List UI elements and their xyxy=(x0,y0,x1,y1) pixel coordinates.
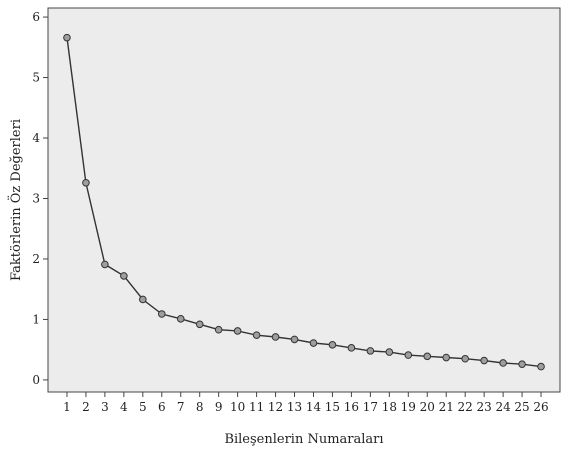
data-point xyxy=(461,354,469,363)
data-point xyxy=(252,331,261,339)
x-tick-label: 11 xyxy=(249,400,264,414)
x-tick-label: 2 xyxy=(82,400,90,414)
y-tick-label: 6 xyxy=(32,10,40,24)
data-point xyxy=(176,315,185,323)
x-tick-label: 10 xyxy=(230,400,245,414)
data-point xyxy=(309,339,318,347)
x-tick-label: 13 xyxy=(287,400,302,414)
data-point xyxy=(537,362,545,371)
data-point xyxy=(499,359,507,367)
y-tick-label: 2 xyxy=(32,252,40,266)
data-point xyxy=(271,333,280,341)
x-tick-label: 26 xyxy=(533,400,548,414)
x-tick-label: 4 xyxy=(120,400,128,414)
y-tick-label: 0 xyxy=(32,373,40,387)
x-tick-label: 7 xyxy=(177,400,185,414)
data-point xyxy=(120,272,128,280)
y-axis-title: Faktörlerin Öz Değerleri xyxy=(7,119,24,281)
data-point xyxy=(328,341,337,349)
data-point xyxy=(518,360,526,368)
y-tick-label: 4 xyxy=(32,131,40,145)
x-tick-label: 1 xyxy=(63,400,71,414)
y-tick-label: 1 xyxy=(32,312,40,326)
data-point xyxy=(82,178,90,187)
y-tick-label: 3 xyxy=(32,191,40,205)
x-tick-label: 21 xyxy=(439,400,454,414)
x-tick-label: 24 xyxy=(495,400,511,414)
x-tick-label: 17 xyxy=(363,400,378,414)
x-tick-label: 12 xyxy=(268,400,283,414)
data-point xyxy=(404,351,413,359)
data-point xyxy=(63,33,71,42)
x-tick-label: 19 xyxy=(401,400,416,414)
data-point xyxy=(347,344,356,352)
data-point xyxy=(233,327,242,335)
x-tick-label: 25 xyxy=(514,400,529,414)
data-point xyxy=(423,352,432,361)
data-point xyxy=(195,320,204,329)
data-point xyxy=(214,325,223,334)
x-tick-label: 18 xyxy=(382,400,397,414)
x-axis: 1 2 3 4 5 6 7 8 9 10 11 12 13 14 15 16 17 18 19 20 21 22 23 24 2… xyxy=(63,392,549,414)
data-point xyxy=(290,335,299,344)
x-tick-label: 3 xyxy=(101,400,109,414)
x-axis-title: Bileşenlerin Numaraları xyxy=(224,432,383,447)
data-points xyxy=(63,33,545,371)
x-tick-label: 6 xyxy=(158,400,166,414)
y-tick-label: 5 xyxy=(32,71,40,85)
x-tick-label: 20 xyxy=(420,400,435,414)
data-point xyxy=(139,295,147,304)
data-point xyxy=(101,260,109,269)
plot-area xyxy=(47,7,561,393)
y-axis: 0 1 2 3 4 5 6 xyxy=(32,10,48,387)
x-tick-label: 14 xyxy=(306,400,322,414)
x-tick-label: 22 xyxy=(458,400,473,414)
data-point xyxy=(480,356,488,365)
data-point xyxy=(157,310,166,318)
x-tick-label: 15 xyxy=(325,400,340,414)
x-tick-label: 8 xyxy=(196,400,204,414)
data-point xyxy=(442,353,451,362)
x-tick-label: 9 xyxy=(215,400,223,414)
data-point xyxy=(385,348,394,356)
x-tick-label: 16 xyxy=(344,400,359,414)
x-tick-label: 5 xyxy=(139,400,147,414)
x-tick-label: 23 xyxy=(477,400,492,414)
data-point xyxy=(366,347,375,355)
